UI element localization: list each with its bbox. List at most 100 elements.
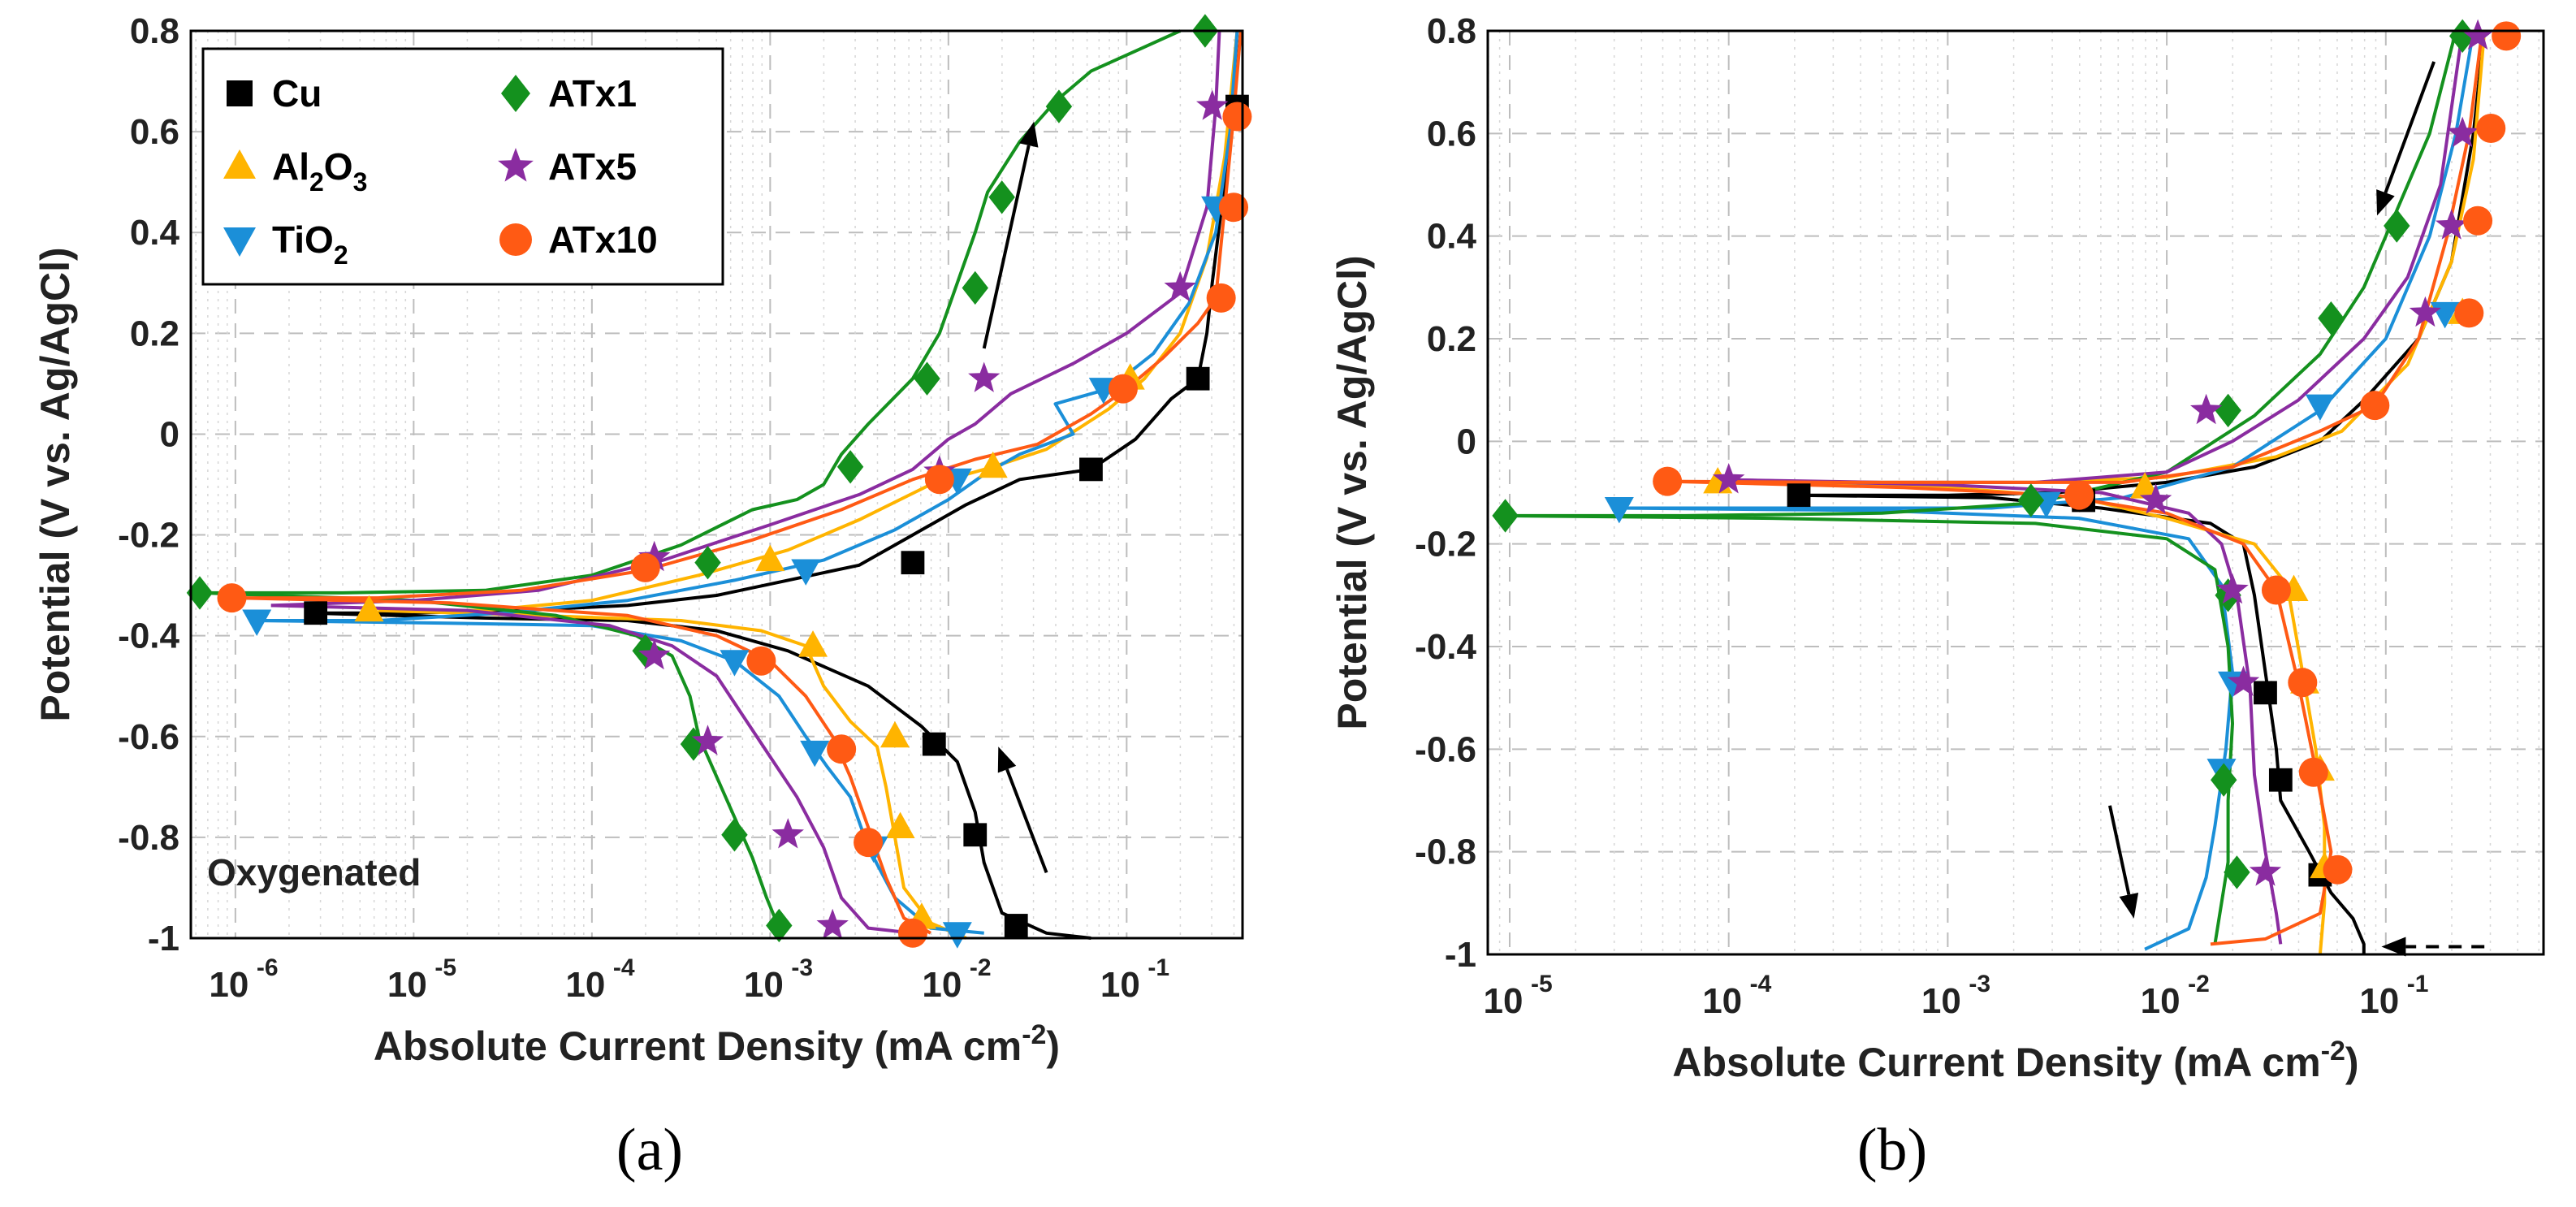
legend-marker-ATx10 — [499, 223, 532, 256]
panel-b-ytick-label: -0.4 — [1415, 627, 1476, 667]
panel-b-xtick-label: 10 — [1483, 981, 1523, 1021]
panel-a-marker-Al2O3 — [755, 544, 785, 572]
panel-a-marker-ATx1 — [914, 361, 940, 396]
panel-b-sweep-arrow-1-shaft — [2108, 805, 2131, 895]
legend-marker-Al2O3 — [223, 149, 256, 179]
panel-a-marker-ATx1 — [988, 180, 1015, 214]
panel-a-marker-Cu — [1004, 914, 1028, 937]
panel-a-series-Al2O3-cathodic-line — [378, 608, 967, 940]
panel-a-marker-TiO2 — [242, 609, 272, 636]
panel-a-ytick-label: 0.8 — [130, 11, 179, 51]
panel-a-sweep-arrow-0-shaft — [982, 145, 1031, 349]
panel-b-marker-ATx10 — [2261, 575, 2291, 605]
panel-b-ytick-label: -0.2 — [1415, 525, 1476, 565]
panel-a-marker-ATx10 — [854, 828, 884, 858]
panel-a-ytick-label: 0 — [160, 414, 179, 454]
legend-label-Al2O3: Al2O3 — [272, 145, 367, 197]
panel-a-ytick-label: -1 — [148, 919, 179, 958]
panel-a-legend: Cu Al2O3 TiO2 ATx1 ATx5 ATx10 — [201, 47, 724, 286]
panel-b-ytick-label: -1 — [1445, 935, 1476, 975]
legend-label-ATx1: ATx1 — [548, 72, 637, 115]
panel-a-sweep-arrow-0-head — [1019, 121, 1039, 148]
panel-b-xtick-label: 10 — [1702, 981, 1742, 1021]
panel-a-marker-ATx10 — [924, 465, 954, 495]
legend-label-ATx10: ATx10 — [548, 218, 658, 261]
panel-a-marker-ATx1 — [680, 727, 707, 761]
panel-a-marker-ATx5 — [638, 638, 671, 670]
panel-a-marker-Cu — [901, 551, 925, 575]
panel-b-chart: 0.80.60.40.20-0.2-0.4-0.6-0.8-110 -5 10 -4 1… — [1329, 11, 2545, 1183]
panel-a-series-Cu-cathodic-line — [306, 611, 1091, 940]
legend-label-ATx5: ATx5 — [548, 145, 637, 188]
panel-a-marker-Al2O3 — [885, 811, 915, 838]
panel-a-xtick-label: 10 — [209, 965, 249, 1005]
panel-b-marker-ATx5 — [2409, 296, 2441, 327]
panel-b-marker-ATx10 — [2454, 298, 2484, 328]
panel-a-sweep-arrow-1-shaft — [1005, 768, 1048, 874]
panel-a-series-ATx5-anodic-line — [270, 30, 1221, 608]
panel-b-marker-ATx5 — [2461, 19, 2494, 50]
panel-a-marker-TiO2 — [791, 559, 821, 586]
panel-b-marker-Cu — [2254, 681, 2277, 705]
panel-a-ytick-label: -0.2 — [118, 516, 179, 556]
panel-a-marker-ATx5 — [1164, 270, 1196, 302]
panel-a-yaxis-label: Potential (V vs. Ag/AgCl) — [32, 247, 78, 721]
panel-a-annotation-oxygenated: Oxygenated — [207, 851, 421, 893]
panel-a-marker-ATx1 — [186, 576, 214, 610]
panel-a-xtick-exponent: -5 — [434, 954, 456, 981]
panel-b-xtick-exponent: -3 — [1969, 971, 1990, 997]
panel-a-marker-Cu — [304, 601, 328, 625]
panel-b-ytick-label: 0.2 — [1427, 319, 1476, 359]
panel-a-marker-Cu — [922, 732, 946, 756]
panel-a-xtick-label: 10 — [744, 965, 784, 1005]
panel-a-series-ATx1-cathodic-line — [199, 591, 781, 929]
panel-a-xtick-exponent: -6 — [257, 954, 279, 981]
panel-b-ytick-label: -0.8 — [1415, 833, 1476, 872]
legend-marker-Cu — [227, 80, 253, 106]
panel-b-series-TiO2-anodic-line — [1619, 30, 2475, 510]
panel-a-marker-ATx10 — [217, 583, 247, 613]
legend-marker-ATx5 — [498, 148, 534, 182]
panel-b-xtick-exponent: -2 — [2188, 971, 2210, 997]
panel-b-marker-ATx5 — [2227, 665, 2260, 696]
panel-a-chart: 0.8 0.6 0.4 0.2 0 -0.2 -0.4 -0.6 -0.8 -1 10 -6 10 -5 1… — [32, 11, 1252, 1183]
panel-b-xaxis-label: Absolute Current Density (mA cm-2) — [1672, 1036, 2358, 1085]
panel-a-marker-ATx5 — [691, 725, 724, 755]
panel-a-xtick-label: 10 — [922, 965, 962, 1005]
panel-b-marker-ATx1 — [2318, 301, 2345, 335]
panel-a-marker-ATx10 — [746, 646, 776, 676]
panel-b-marker-ATx10 — [2463, 205, 2493, 236]
panel-b-series-Cu-cathodic-line — [1794, 493, 2366, 954]
panel-a-xaxis-label: Absolute Current Density (mA cm-2) — [374, 1019, 1060, 1069]
legend-marker-TiO2 — [223, 227, 256, 257]
panel-a-marker-ATx1 — [766, 908, 793, 943]
panel-b-marker-ATx5 — [2446, 116, 2479, 148]
panel-b-series-ATx10-anodic-line — [1667, 30, 2484, 484]
panel-a-marker-ATx5 — [638, 540, 671, 572]
panel-b-xtick-label: 10 — [1921, 981, 1961, 1021]
panel-b-xtick-label: 10 — [2359, 981, 2399, 1021]
panel-a-marker-ATx1 — [721, 818, 748, 852]
panel-a-marker-Cu — [1079, 457, 1103, 482]
panel-a-xtick-label: 10 — [1100, 965, 1140, 1005]
panel-b-marker-TiO2 — [1604, 496, 1634, 524]
panel-a-xtick-exponent: -4 — [613, 954, 635, 981]
panel-a-series-Cu-anodic-line — [306, 30, 1243, 615]
panel-a-marker-TiO2 — [720, 650, 750, 677]
panel-a-marker-ATx1 — [962, 270, 988, 305]
panel-a-marker-Al2O3 — [880, 720, 910, 748]
panel-b-ytick-label: 0 — [1457, 422, 1476, 461]
panel-a-marker-ATx1 — [1045, 89, 1073, 123]
panel-a-ytick-label: -0.8 — [118, 818, 179, 858]
panel-b-xtick-exponent: -5 — [1531, 971, 1553, 997]
panel-a-marker-ATx1 — [836, 450, 864, 484]
panel-b-xtick-exponent: -4 — [1750, 971, 1772, 997]
panel-a-marker-ATx10 — [827, 734, 857, 764]
panel-b-sweep-arrow-0-shaft — [2384, 61, 2436, 193]
panel-a-marker-Al2O3 — [798, 630, 828, 657]
legend-marker-ATx1 — [501, 75, 530, 112]
panel-b-yaxis-label: Potential (V vs. Ag/AgCl) — [1329, 255, 1375, 729]
panel-b-marker-ATx5 — [2139, 483, 2172, 514]
panel-b-marker-Al2O3 — [2130, 472, 2160, 499]
